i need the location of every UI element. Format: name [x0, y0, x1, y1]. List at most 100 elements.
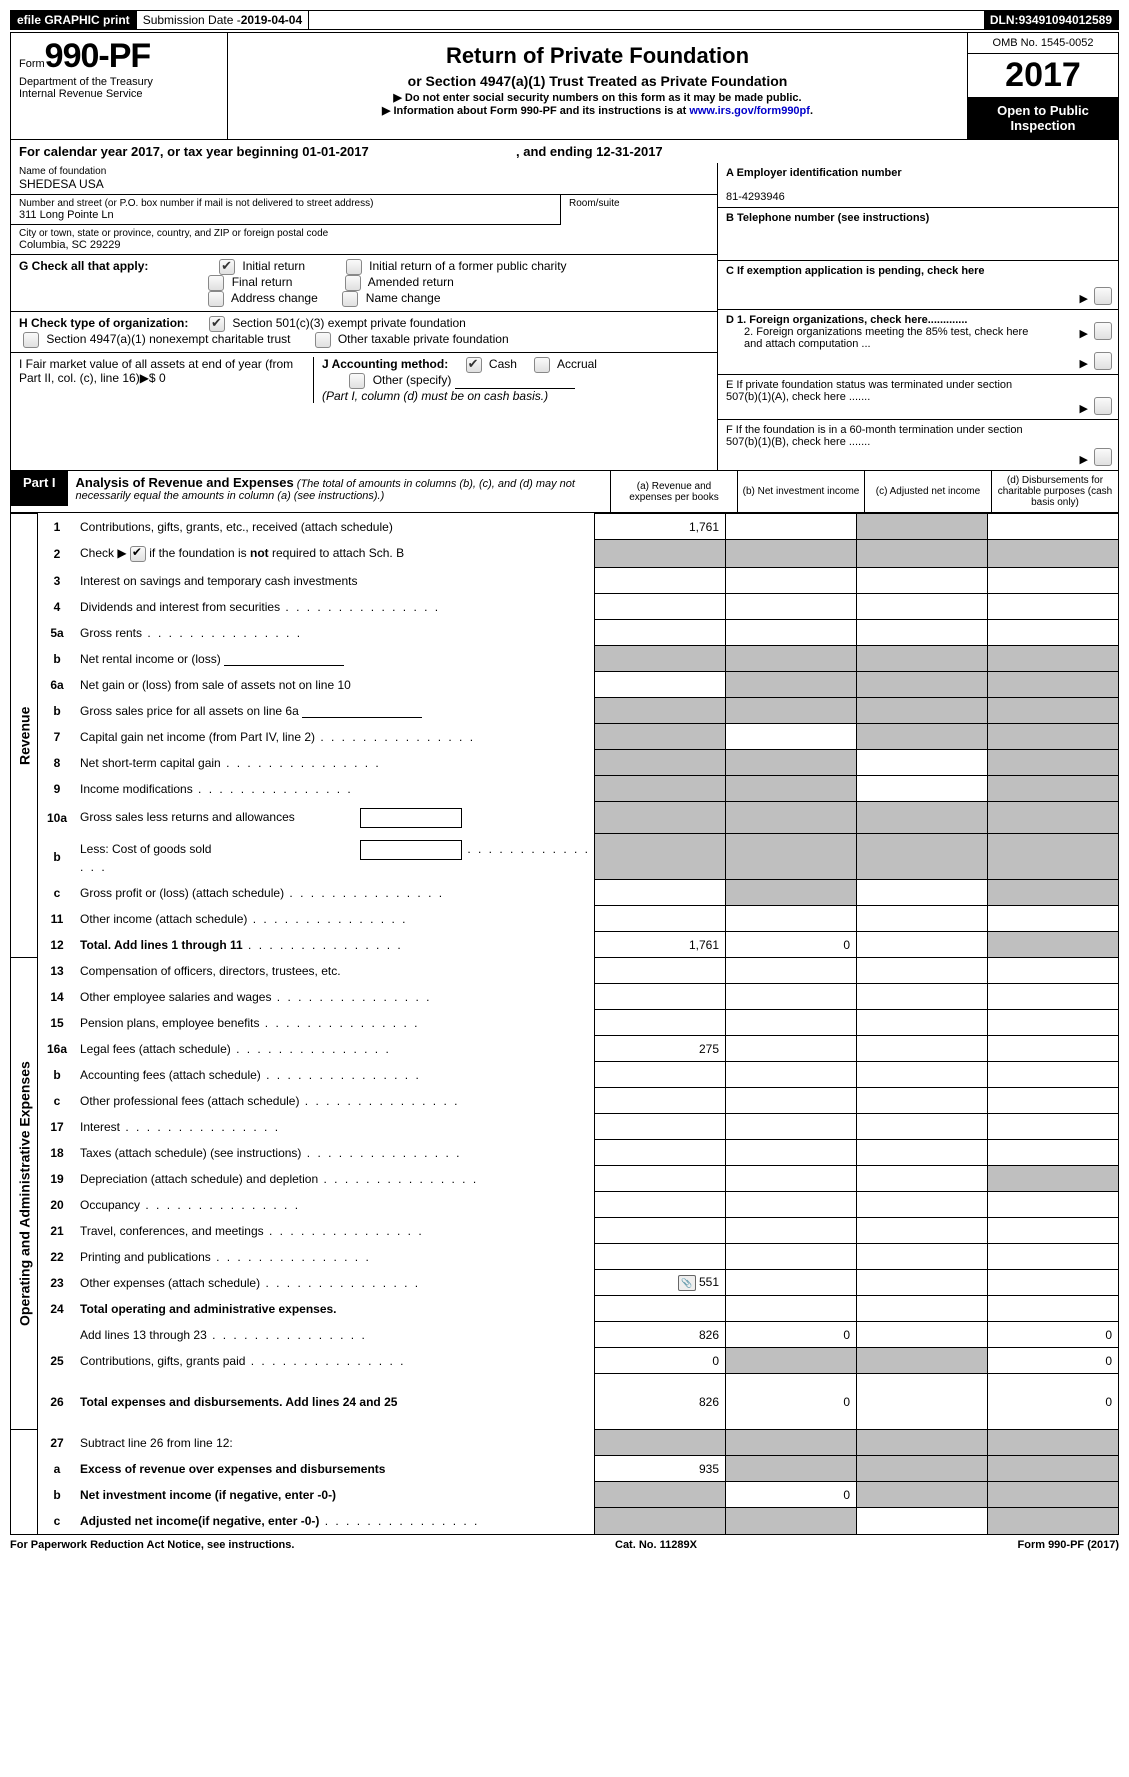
- value-cell: [595, 834, 726, 880]
- value-cell: 275: [595, 1036, 726, 1062]
- value-cell: [988, 1140, 1119, 1166]
- value-cell: 0: [726, 1374, 857, 1430]
- value-cell: [595, 958, 726, 984]
- value-cell: [726, 1244, 857, 1270]
- table-row: 4Dividends and interest from securities: [11, 594, 1119, 620]
- value-cell: 1,761: [595, 514, 726, 540]
- attachment-icon[interactable]: 📎: [678, 1275, 696, 1291]
- value-cell: [988, 1062, 1119, 1088]
- table-row: 25Contributions, gifts, grants paid00: [11, 1348, 1119, 1374]
- line-number: 14: [38, 984, 77, 1010]
- line-number: 17: [38, 1114, 77, 1140]
- form-title-block: Return of Private Foundation or Section …: [228, 33, 967, 139]
- table-row: 18Taxes (attach schedule) (see instructi…: [11, 1140, 1119, 1166]
- side-f-checkbox[interactable]: [1094, 448, 1112, 466]
- calendar-year-row: For calendar year 2017, or tax year begi…: [10, 140, 1119, 163]
- side-d2-checkbox[interactable]: [1094, 352, 1112, 370]
- value-cell: [857, 1508, 988, 1535]
- other-method-checkbox[interactable]: [349, 373, 365, 389]
- amended-return-checkbox[interactable]: [345, 275, 361, 291]
- value-cell: [595, 1166, 726, 1192]
- ein-block: A Employer identification number 81-4293…: [718, 163, 1118, 208]
- accrual-checkbox[interactable]: [534, 357, 550, 373]
- value-cell: [726, 880, 857, 906]
- value-cell: [988, 1508, 1119, 1535]
- value-cell: [857, 594, 988, 620]
- part1-header: Part I Analysis of Revenue and Expenses …: [10, 471, 1119, 513]
- side-e-checkbox[interactable]: [1094, 397, 1112, 415]
- line-number: 4: [38, 594, 77, 620]
- col-c-hdr: (c) Adjusted net income: [864, 471, 991, 512]
- line-number: 24: [38, 1296, 77, 1322]
- value-cell: 0: [988, 1348, 1119, 1374]
- table-row: Add lines 13 through 2382600: [11, 1322, 1119, 1348]
- line-number: 11: [38, 906, 77, 932]
- value-cell: [726, 1140, 857, 1166]
- value-cell: [857, 724, 988, 750]
- value-cell: [988, 932, 1119, 958]
- line-description: Depreciation (attach schedule) and deple…: [76, 1166, 595, 1192]
- value-cell: [988, 958, 1119, 984]
- side-c-checkbox[interactable]: [1094, 287, 1112, 305]
- line-description: Interest on savings and temporary cash i…: [76, 568, 595, 594]
- initial-former-checkbox[interactable]: [346, 259, 362, 275]
- row-i-j: I Fair market value of all assets at end…: [11, 353, 717, 407]
- value-cell: [595, 1508, 726, 1535]
- table-row: 11Other income (attach schedule): [11, 906, 1119, 932]
- line-number: a: [38, 1456, 77, 1482]
- value-cell: [857, 958, 988, 984]
- value-cell: [595, 1140, 726, 1166]
- part1-table: Revenue1Contributions, gifts, grants, et…: [10, 513, 1119, 1535]
- line-description: Other employee salaries and wages: [76, 984, 595, 1010]
- line-number: 22: [38, 1244, 77, 1270]
- line-number: [38, 1322, 77, 1348]
- value-cell: [857, 1062, 988, 1088]
- value-cell: [595, 540, 726, 568]
- table-row: 19Depreciation (attach schedule) and dep…: [11, 1166, 1119, 1192]
- table-row: bAccounting fees (attach schedule): [11, 1062, 1119, 1088]
- line-number: 2: [38, 540, 77, 568]
- 4947a1-checkbox[interactable]: [23, 332, 39, 348]
- line-description: Less: Cost of goods sold: [76, 834, 595, 880]
- value-cell: [857, 1166, 988, 1192]
- value-cell: [595, 698, 726, 724]
- value-cell: [595, 724, 726, 750]
- line-number: b: [38, 1062, 77, 1088]
- line-description: Net investment income (if negative, ente…: [76, 1482, 595, 1508]
- street-address: Number and street (or P.O. box number if…: [11, 195, 561, 225]
- table-row: 6aNet gain or (loss) from sale of assets…: [11, 672, 1119, 698]
- line-description: Other expenses (attach schedule): [76, 1270, 595, 1296]
- value-cell: [988, 834, 1119, 880]
- value-cell: [988, 1244, 1119, 1270]
- table-row: bNet rental income or (loss): [11, 646, 1119, 672]
- line-description: Net short-term capital gain: [76, 750, 595, 776]
- instructions-link[interactable]: www.irs.gov/form990pf: [689, 105, 810, 117]
- name-change-checkbox[interactable]: [342, 291, 358, 307]
- side-e: E If private foundation status was termi…: [718, 375, 1118, 420]
- line-number: b: [38, 698, 77, 724]
- value-cell: [857, 1348, 988, 1374]
- line-number: c: [38, 1088, 77, 1114]
- value-cell: [595, 802, 726, 834]
- initial-return-checkbox[interactable]: [219, 259, 235, 275]
- side-d1-checkbox[interactable]: [1094, 322, 1112, 340]
- value-cell: [988, 776, 1119, 802]
- line-number: 15: [38, 1010, 77, 1036]
- table-row: 15Pension plans, employee benefits: [11, 1010, 1119, 1036]
- 501c3-checkbox[interactable]: [209, 316, 225, 332]
- address-change-checkbox[interactable]: [208, 291, 224, 307]
- final-return-checkbox[interactable]: [208, 275, 224, 291]
- line-description: Total expenses and disbursements. Add li…: [76, 1374, 595, 1430]
- line-number: 19: [38, 1166, 77, 1192]
- efile-label: efile GRAPHIC print: [11, 11, 137, 29]
- value-cell: [726, 698, 857, 724]
- value-cell: 826: [595, 1322, 726, 1348]
- value-cell: [726, 1270, 857, 1296]
- other-taxable-checkbox[interactable]: [315, 332, 331, 348]
- line-description: Income modifications: [76, 776, 595, 802]
- line-description: Occupancy: [76, 1192, 595, 1218]
- line-description: Excess of revenue over expenses and disb…: [76, 1456, 595, 1482]
- value-cell: [988, 984, 1119, 1010]
- cash-checkbox[interactable]: [466, 357, 482, 373]
- line-description: Total. Add lines 1 through 11: [76, 932, 595, 958]
